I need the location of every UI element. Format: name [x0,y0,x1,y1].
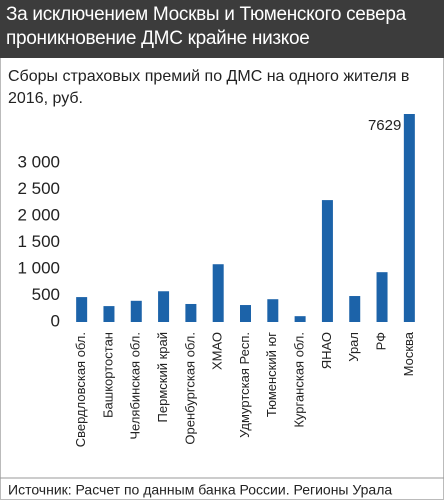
bar [294,316,306,322]
x-tick-label: ХМАО [210,332,225,370]
x-tick-label: Свердловская обл. [73,332,88,447]
bar [212,264,224,322]
bar [185,303,197,322]
bar [103,306,115,322]
header [0,0,444,58]
x-tick-label: Пермский край [155,332,170,422]
bar [376,272,388,322]
y-tick-label: 500 [32,285,60,304]
bar [349,296,361,322]
title-box: За исключением Москвы и Тюменского север… [6,4,406,49]
chart-title: За исключением Москвы и Тюменского север… [6,4,406,49]
source: Источник: Расчет по данным банка России.… [8,482,392,498]
bar [130,300,142,322]
x-tick-label: РФ [373,332,388,351]
x-tick-label: Курганская обл. [292,332,307,428]
x-tick-label: Удмуртская Респ. [237,332,252,438]
bar [403,114,415,322]
value-label: 7629 [368,117,401,134]
x-tick-label: Тюменский юг [264,332,279,417]
subtitle-box: Сборы страховых премий по ДМС на одного … [8,68,410,107]
bar [76,297,88,322]
y-tick-label: 2 000 [17,205,60,224]
y-tick-label: 3 000 [17,152,60,171]
bar [158,291,170,322]
bar [321,200,333,322]
y-tick-label: 0 [51,311,60,330]
x-tick-label: Башкортостан [100,332,115,418]
y-tick-label: 1 000 [17,258,60,277]
y-tick-label: 1 500 [17,232,60,251]
bar [240,305,251,322]
bar [267,299,279,322]
x-tick-label: ЯНАО [319,332,334,369]
y-tick-label: 2 500 [17,179,60,198]
x-tick-label: Челябинская обл. [128,332,143,440]
chart-subtitle: Сборы страховых премий по ДМС на одного … [8,68,410,107]
x-tick-label: Москва [401,331,416,376]
x-tick-label: Урал [346,332,361,362]
x-tick-label: Оренбургская обл. [182,332,197,445]
